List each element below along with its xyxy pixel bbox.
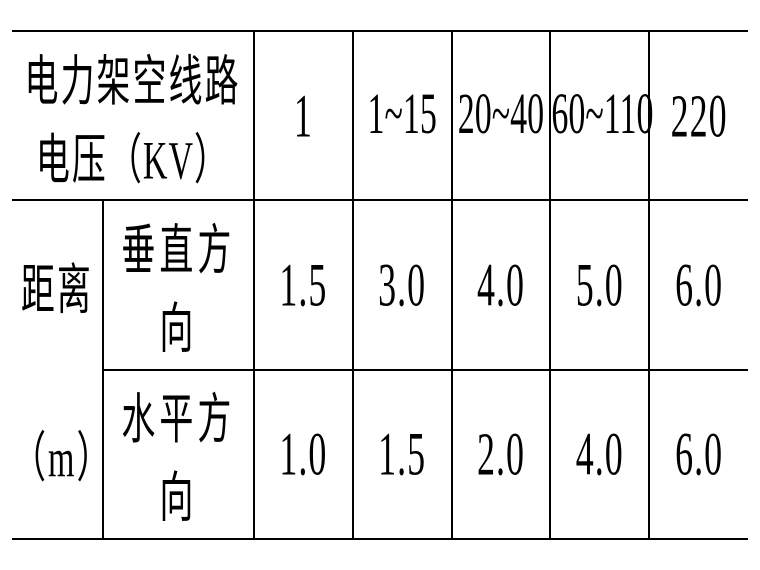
row-1-direction: 水平方向	[103, 370, 254, 539]
row-0-direction: 垂直方向	[103, 200, 254, 369]
row-horizontal: （m） 水平方向 1.0 1.5 2.0 4.0 6.0	[12, 370, 748, 539]
header-row: 电力架空线路电压（KV） 1 1~15 20~40 60~110 220	[12, 31, 748, 200]
row-1-val-1: 1.5	[353, 370, 452, 539]
row-1-val-0: 1.0	[254, 370, 353, 539]
row-group-label-bottom: （m）	[12, 370, 103, 539]
row-vertical: 距离 垂直方向 1.5 3.0 4.0 5.0 6.0	[12, 200, 748, 369]
header-col-1: 1~15	[353, 31, 452, 200]
header-label-unit: （KV）	[108, 132, 229, 191]
row-0-val-0: 1.5	[254, 200, 353, 369]
row-group-label-top: 距离	[12, 200, 103, 369]
row-1-val-3: 4.0	[550, 370, 649, 539]
row-1-val-2: 2.0	[452, 370, 551, 539]
header-col-3: 60~110	[550, 31, 649, 200]
header-col-0: 1	[254, 31, 353, 200]
row-1-val-4: 6.0	[649, 370, 748, 539]
row-0-val-1: 3.0	[353, 200, 452, 369]
voltage-clearance-table: 电力架空线路电压（KV） 1 1~15 20~40 60~110 220 距离 …	[12, 30, 748, 540]
row-0-val-2: 4.0	[452, 200, 551, 369]
header-col-2: 20~40	[452, 31, 551, 200]
header-label-cell: 电力架空线路电压（KV）	[12, 31, 254, 200]
header-col-4: 220	[649, 31, 748, 200]
row-0-val-3: 5.0	[550, 200, 649, 369]
row-0-val-4: 6.0	[649, 200, 748, 369]
